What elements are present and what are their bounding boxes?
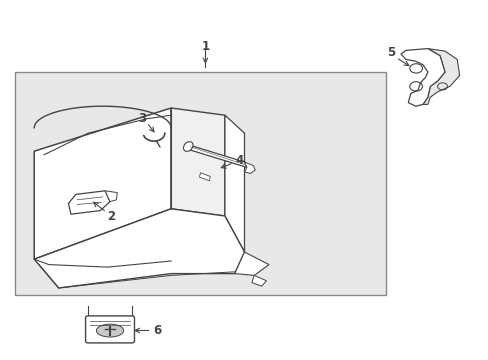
Text: 1: 1 (201, 40, 209, 53)
Text: 5: 5 (386, 46, 394, 59)
Polygon shape (68, 191, 110, 214)
Bar (15, 72, 386, 295)
FancyBboxPatch shape (85, 316, 134, 343)
Polygon shape (244, 162, 255, 174)
Polygon shape (185, 144, 246, 167)
Polygon shape (224, 115, 244, 252)
Polygon shape (422, 49, 459, 104)
Polygon shape (199, 173, 210, 181)
Polygon shape (34, 209, 244, 288)
Text: 2: 2 (107, 210, 115, 222)
Text: 3: 3 (138, 112, 145, 125)
Polygon shape (171, 108, 224, 216)
Polygon shape (34, 108, 171, 259)
Polygon shape (234, 252, 268, 275)
Ellipse shape (96, 324, 123, 337)
FancyBboxPatch shape (86, 317, 133, 330)
Ellipse shape (183, 141, 193, 152)
Text: 6: 6 (153, 324, 161, 337)
Polygon shape (400, 49, 444, 106)
Polygon shape (251, 275, 266, 286)
Polygon shape (105, 191, 117, 202)
Text: 4: 4 (235, 154, 243, 167)
